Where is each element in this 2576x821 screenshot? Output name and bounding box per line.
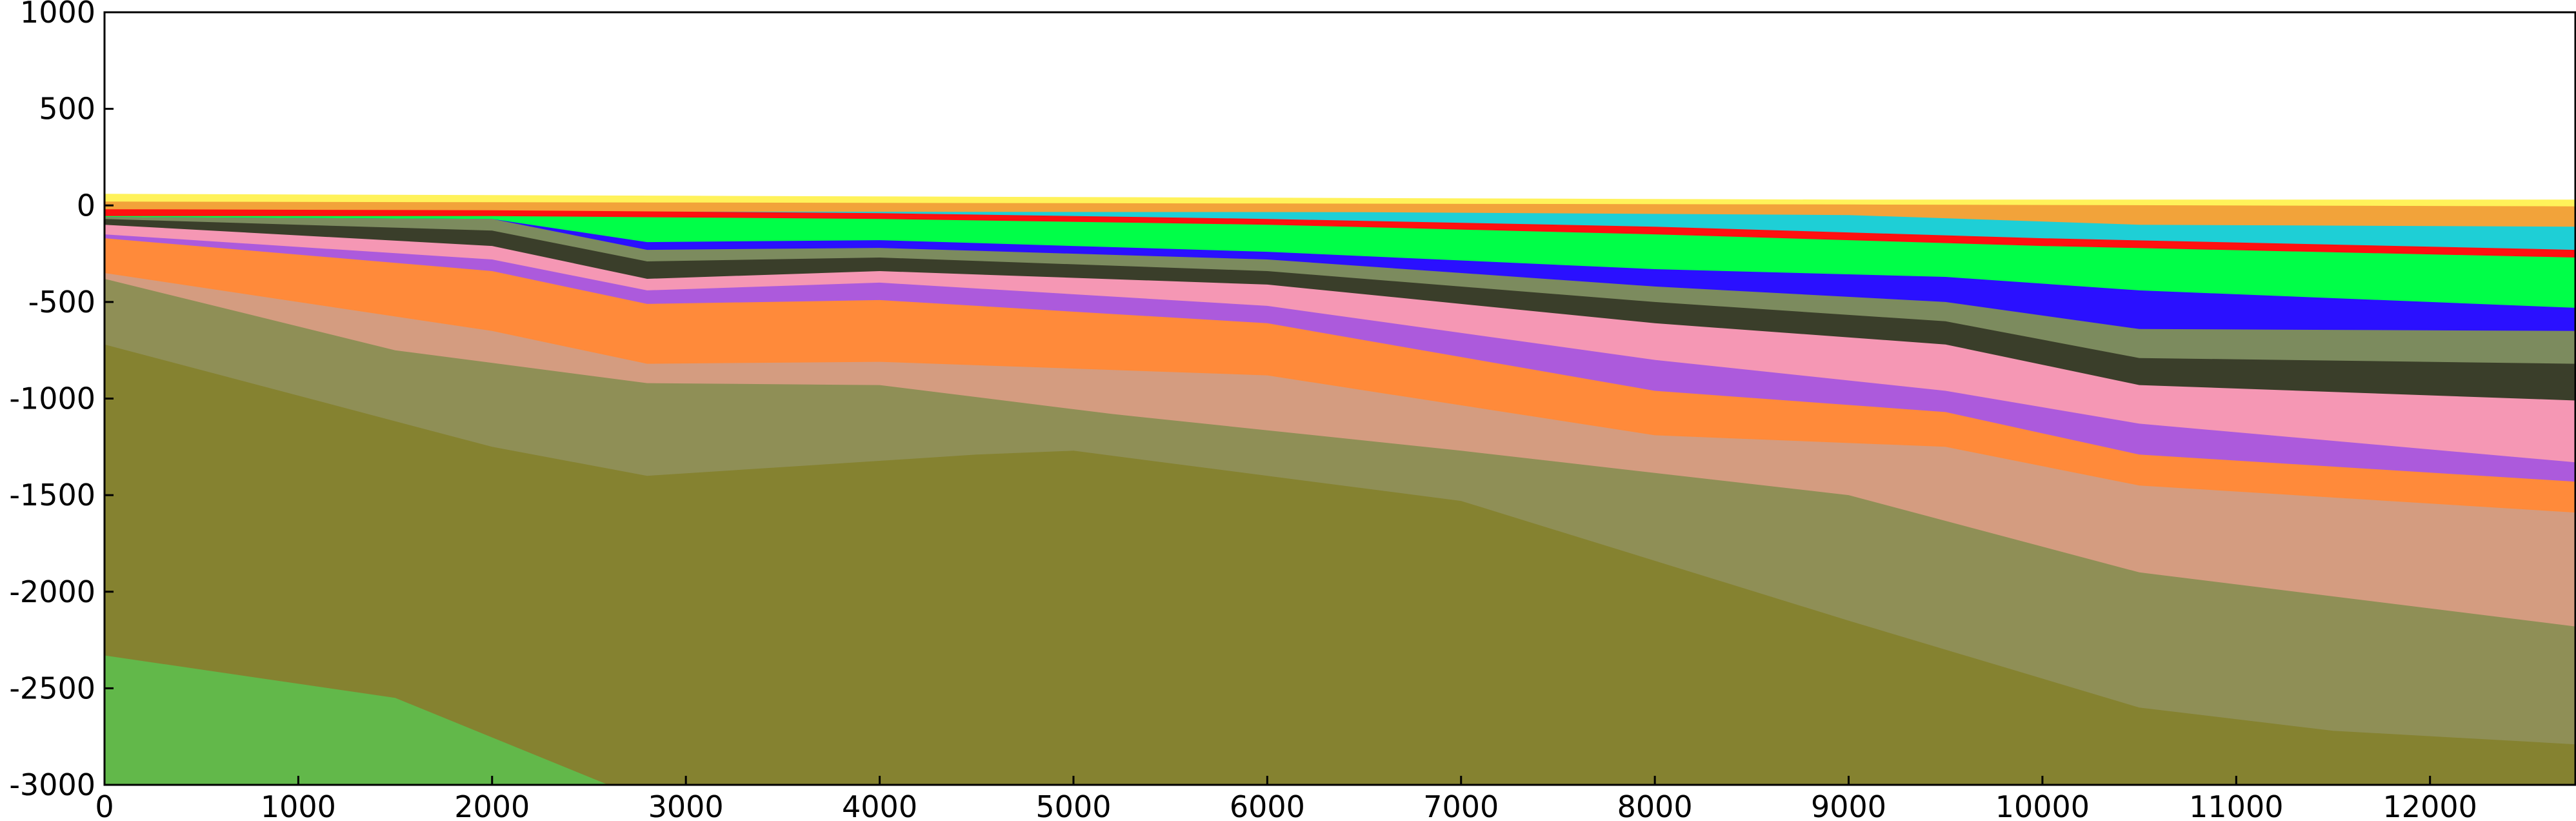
y-tick-label: -1000 <box>9 381 95 416</box>
x-tick-label: 7000 <box>1423 789 1499 821</box>
x-tick-label: 1000 <box>261 789 336 821</box>
layer-area-15 <box>105 655 608 785</box>
layer-area-14 <box>105 344 2575 785</box>
x-tick-label: 2000 <box>454 789 530 821</box>
y-tick-label: -3000 <box>9 767 95 802</box>
y-tick-label: -2500 <box>9 671 95 705</box>
y-tick-label: 1000 <box>20 0 95 30</box>
layer-areas <box>105 194 2575 785</box>
x-tick-label: 4000 <box>842 789 917 821</box>
x-tick-label: 8000 <box>1617 789 1693 821</box>
x-tick-label: 6000 <box>1230 789 1305 821</box>
y-tick-label: 0 <box>77 188 95 223</box>
y-tick-label: -1500 <box>9 478 95 512</box>
y-tick-label: 500 <box>39 92 95 127</box>
x-tick-label: 11000 <box>2189 789 2283 821</box>
x-tick-label: 3000 <box>648 789 724 821</box>
y-axis: 1000 500 0 -500 -1000 -1500 -2000 -2500 -3000 <box>9 0 114 802</box>
x-tick-label: 5000 <box>1035 789 1111 821</box>
x-axis: 0 1000 2000 3000 4000 5000 6000 7000 8000 9000 100… <box>95 776 2477 821</box>
x-tick-label: 10000 <box>1995 789 2090 821</box>
x-tick-label: 9000 <box>1811 789 1886 821</box>
y-tick-label: -500 <box>28 285 95 319</box>
x-tick-label: 12000 <box>2383 789 2477 821</box>
x-tick-label: 0 <box>95 789 114 821</box>
y-tick-label: -2000 <box>9 574 95 609</box>
